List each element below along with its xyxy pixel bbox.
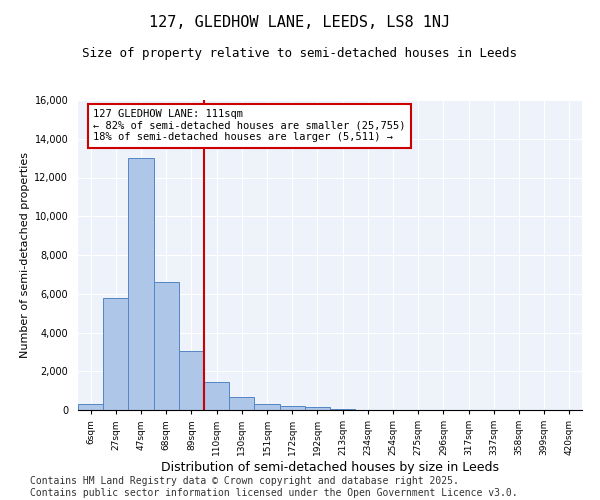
Text: 127, GLEDHOW LANE, LEEDS, LS8 1NJ: 127, GLEDHOW LANE, LEEDS, LS8 1NJ [149,15,451,30]
Text: Contains HM Land Registry data © Crown copyright and database right 2025.
Contai: Contains HM Land Registry data © Crown c… [30,476,518,498]
Bar [204,382,229,410]
X-axis label: Distribution of semi-detached houses by size in Leeds: Distribution of semi-detached houses by … [161,461,499,474]
Bar [103,298,128,410]
Bar [78,404,103,410]
Bar [305,407,330,410]
Text: 127 GLEDHOW LANE: 111sqm
← 82% of semi-detached houses are smaller (25,755)
18% : 127 GLEDHOW LANE: 111sqm ← 82% of semi-d… [93,110,406,142]
Bar [280,406,305,410]
Bar [229,397,254,410]
Bar [154,282,179,410]
Bar [128,158,154,410]
Y-axis label: Number of semi-detached properties: Number of semi-detached properties [20,152,30,358]
Text: Size of property relative to semi-detached houses in Leeds: Size of property relative to semi-detach… [83,48,517,60]
Bar [179,351,204,410]
Bar [254,404,280,410]
Bar [330,409,355,410]
